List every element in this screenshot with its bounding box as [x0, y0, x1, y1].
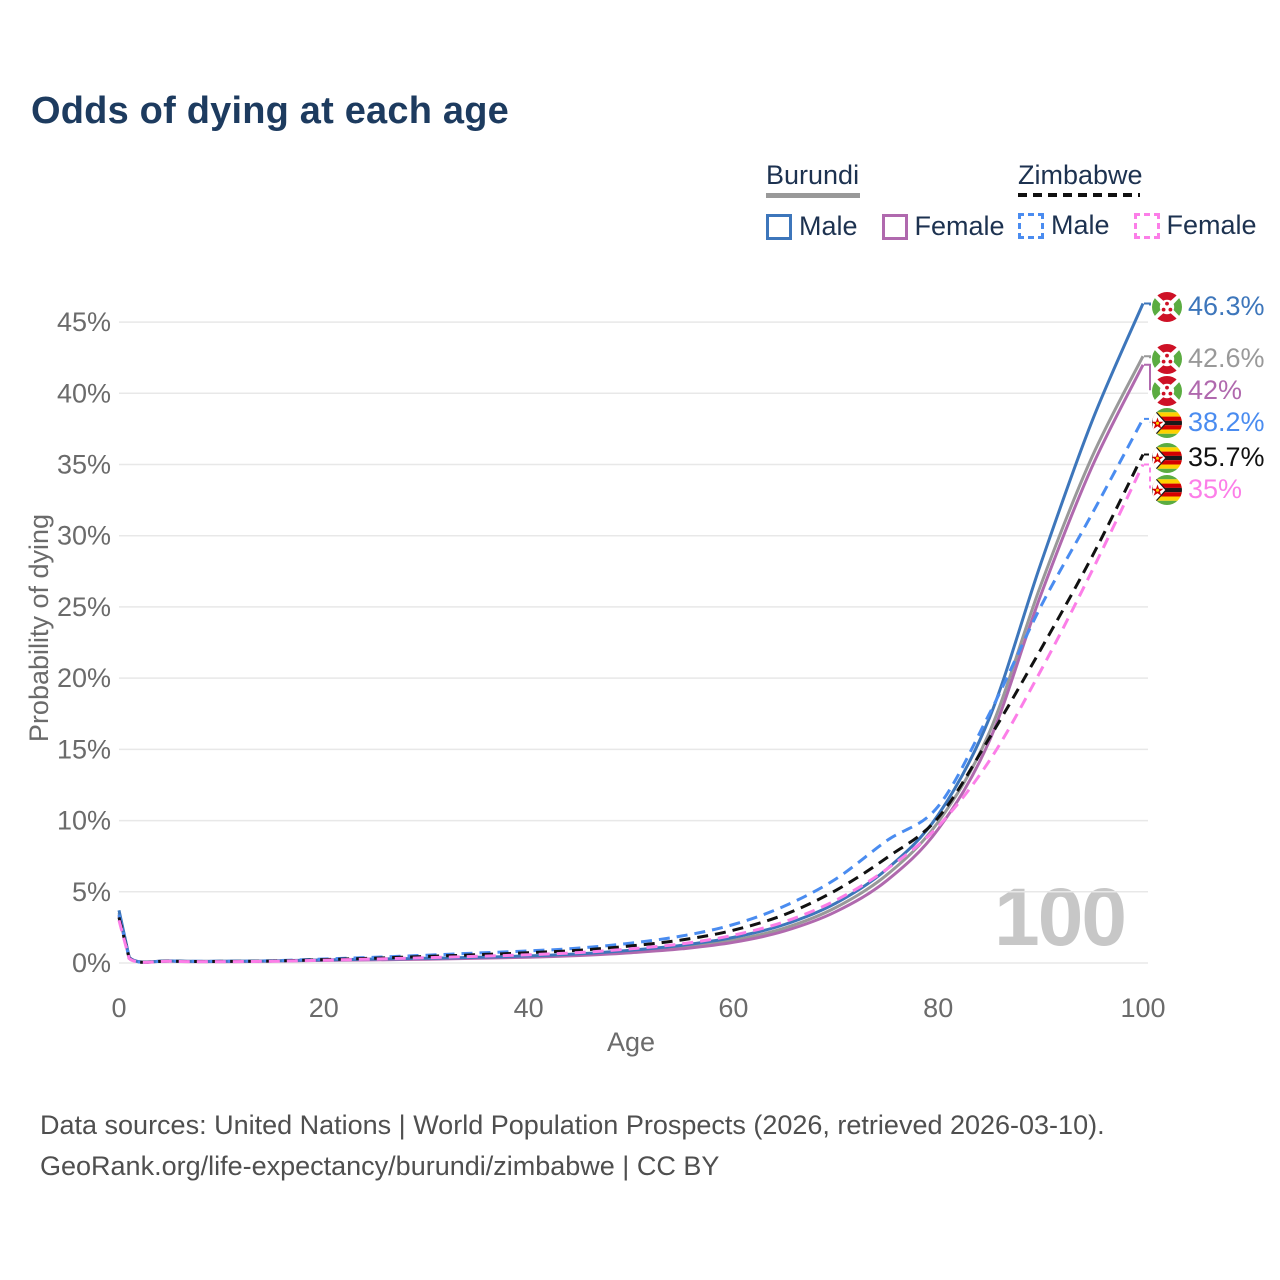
series-end-value: 35.7% — [1188, 442, 1265, 472]
legend-item-label: Male — [1051, 210, 1110, 240]
end-label-burundi-male: 46.3% — [1152, 291, 1265, 322]
series-line-burundi-both[interactable] — [117, 355, 1145, 964]
zimbabwe-female-swatch-icon — [1133, 212, 1160, 239]
end-label-burundi-female: 42% — [1152, 375, 1242, 406]
y-tick-label: 45% — [57, 307, 111, 337]
end-label-leader-line — [1144, 363, 1151, 391]
y-tick-label: 5% — [72, 877, 111, 907]
page-title: Odds of dying at each age — [31, 90, 509, 132]
series-end-value: 42.6% — [1188, 343, 1265, 373]
zimbabwe-flag-icon — [1152, 442, 1182, 473]
y-tick-label: 25% — [57, 592, 111, 622]
end-label-leader-line — [1144, 417, 1151, 423]
zimbabwe-male-swatch-icon — [1018, 212, 1044, 239]
source-attribution: Data sources: United Nations | World Pop… — [40, 1105, 1105, 1187]
series-line-zimbabwe-female[interactable] — [117, 463, 1145, 964]
end-label-zimbabwe-female: 35% — [1152, 474, 1242, 505]
legend-item-label: Male — [799, 211, 858, 241]
data-sources-line: Data sources: United Nations | World Pop… — [40, 1110, 1105, 1140]
burundi-male-swatch-icon — [766, 213, 792, 240]
y-tick-label: 40% — [57, 378, 111, 408]
legend-group-burundi: Burundi Male Female — [766, 160, 1005, 242]
legend-country-burundi[interactable]: Burundi — [766, 160, 860, 202]
legend-item-burundi-male[interactable]: Male — [766, 211, 858, 242]
series-end-value: 38.2% — [1188, 407, 1265, 437]
end-label-burundi-both: 42.6% — [1152, 343, 1265, 374]
x-tick-label: 20 — [309, 993, 339, 1023]
series-line-zimbabwe-male[interactable] — [117, 418, 1145, 964]
zimbabwe-flag-icon — [1152, 474, 1182, 505]
georank-url-line: GeoRank.org/life-expectancy/burundi/zimb… — [40, 1151, 720, 1181]
y-tick-label: 10% — [57, 806, 111, 836]
x-axis-title: Age — [607, 1027, 655, 1057]
series-line-burundi-female[interactable] — [117, 364, 1145, 964]
burundi-female-swatch-icon — [881, 213, 908, 240]
legend-country-label: Burundi — [766, 160, 860, 190]
end-label-zimbabwe-both: 35.7% — [1152, 442, 1265, 473]
age-counter-watermark: 100 — [994, 872, 1127, 963]
end-label-zimbabwe-male: 38.2% — [1152, 407, 1265, 438]
legend-item-label: Female — [1166, 210, 1257, 240]
zimbabwe-flag-icon — [1152, 407, 1182, 438]
legend-item-zimbabwe-female[interactable]: Female — [1133, 210, 1257, 241]
y-tick-label: 30% — [57, 521, 111, 551]
series-line-burundi-male[interactable] — [117, 302, 1145, 964]
series-end-value: 42% — [1188, 375, 1243, 405]
y-tick-label: 0% — [72, 948, 111, 978]
x-tick-label: 0 — [111, 993, 126, 1023]
series-end-value: 46.3% — [1188, 291, 1265, 321]
series-line-zimbabwe-both[interactable] — [117, 453, 1145, 964]
y-tick-label: 15% — [57, 734, 111, 764]
end-label-leader-line — [1144, 463, 1151, 489]
y-tick-label: 20% — [57, 663, 111, 693]
y-axis-title: Probability of dying — [24, 514, 54, 742]
burundi-flag-icon — [1152, 375, 1182, 406]
end-label-leader-line — [1144, 302, 1151, 306]
end-label-leader-line — [1144, 453, 1151, 457]
series-end-value: 35% — [1188, 474, 1243, 504]
y-tick-label: 35% — [57, 449, 111, 479]
legend-item-zimbabwe-male[interactable]: Male — [1018, 210, 1110, 241]
burundi-flag-icon — [1152, 343, 1182, 374]
x-tick-label: 100 — [1120, 993, 1165, 1023]
burundi-flag-icon — [1152, 291, 1182, 322]
x-tick-label: 40 — [514, 993, 544, 1023]
zimbabwe-dashed-line-sample — [1018, 193, 1140, 197]
legend-item-label: Female — [914, 211, 1005, 241]
end-label-leader-line — [1144, 355, 1151, 359]
legend-item-burundi-female[interactable]: Female — [881, 211, 1005, 242]
legend-group-zimbabwe: Zimbabwe Male Female — [1018, 160, 1257, 241]
burundi-solid-line-sample — [766, 193, 860, 198]
x-tick-label: 80 — [923, 993, 953, 1023]
legend-country-label: Zimbabwe — [1018, 160, 1143, 190]
x-tick-label: 60 — [718, 993, 748, 1023]
legend-country-zimbabwe[interactable]: Zimbabwe — [1018, 160, 1143, 201]
